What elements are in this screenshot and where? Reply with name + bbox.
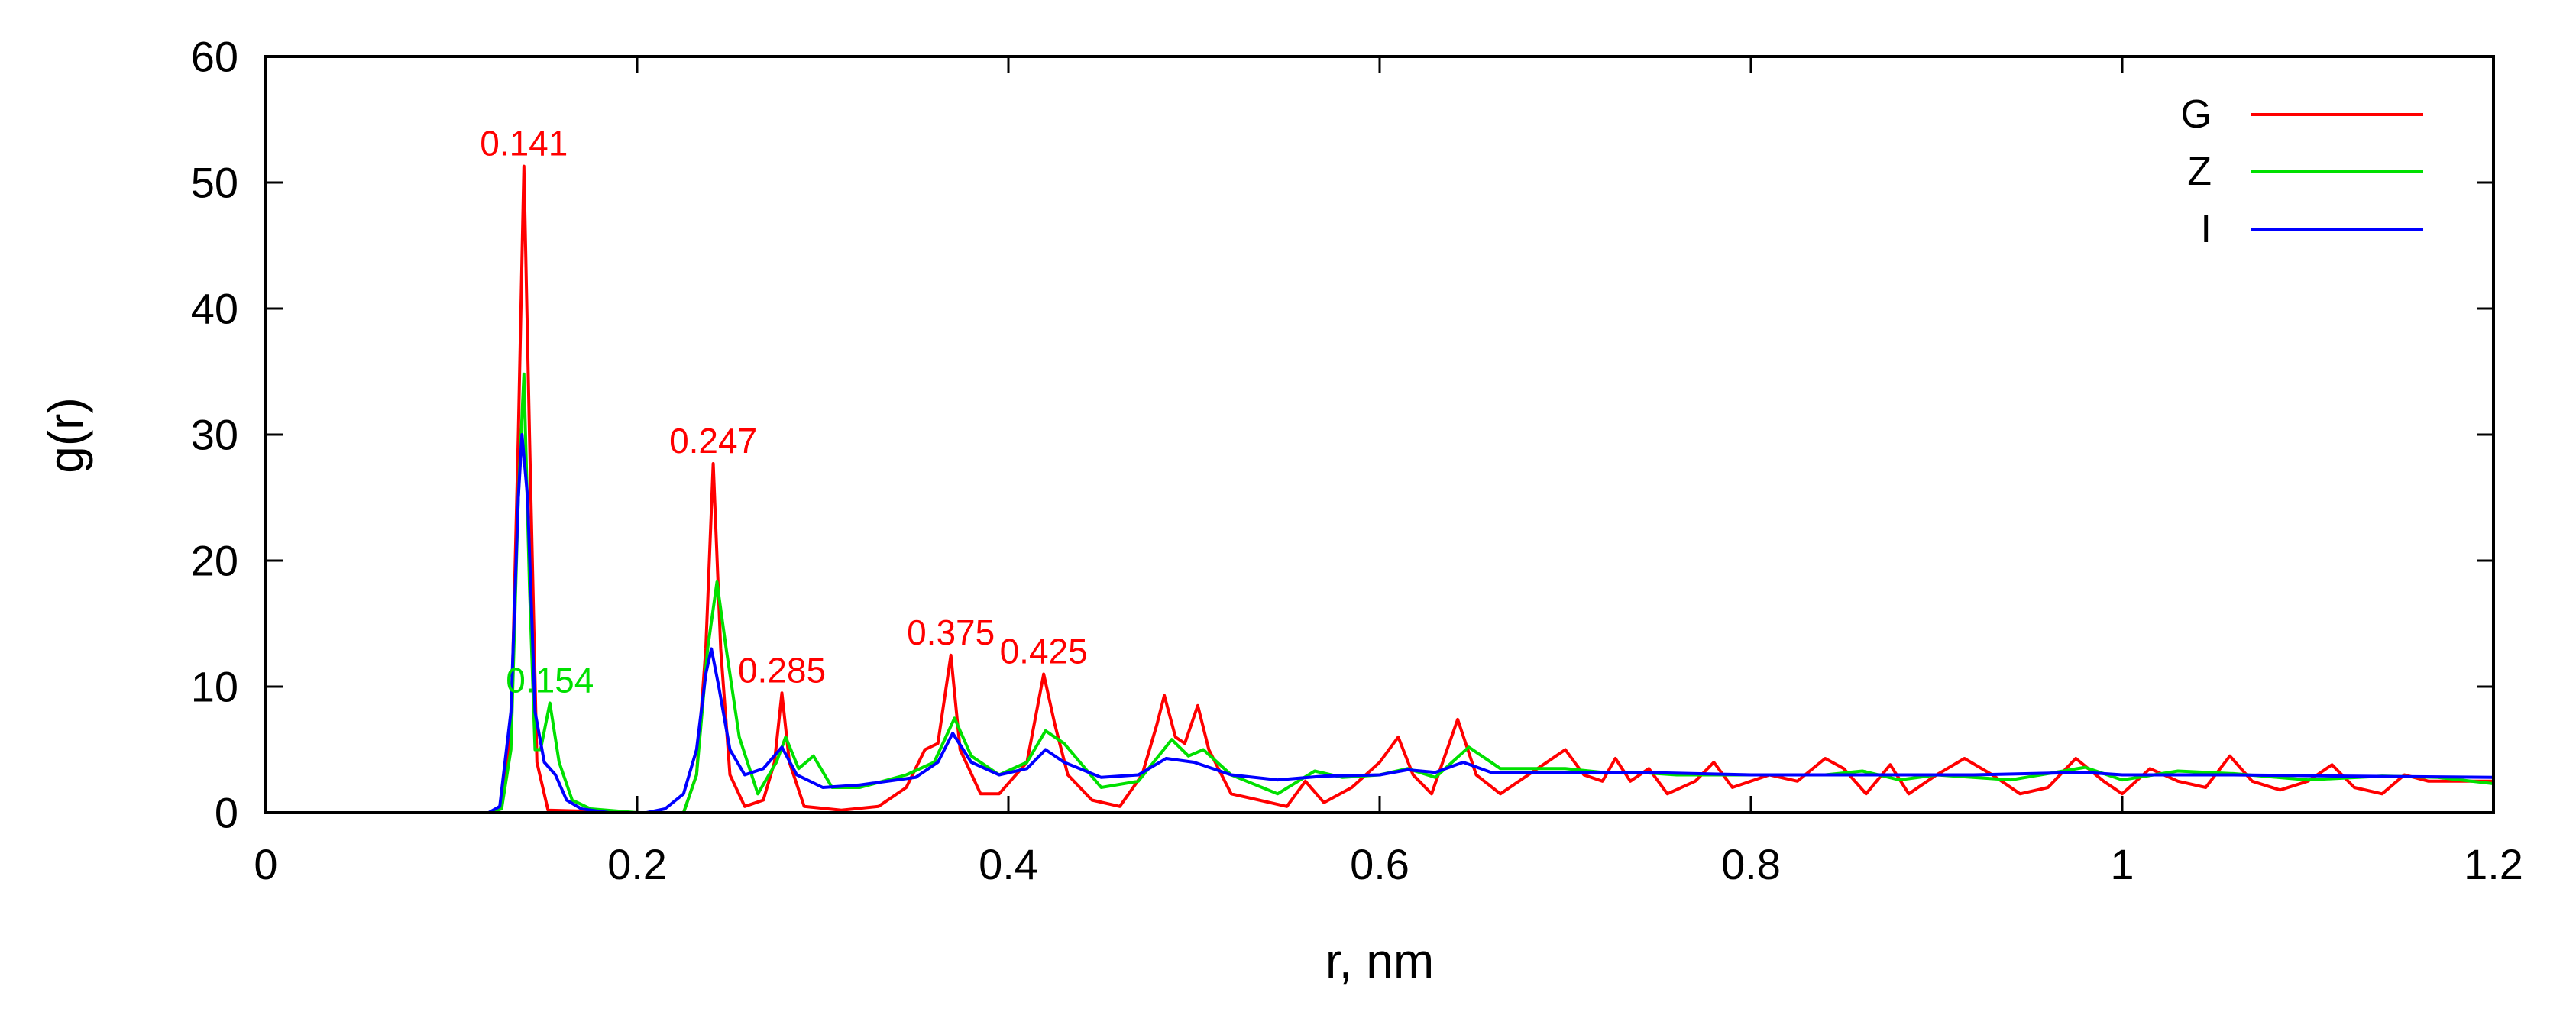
y-tick-labels: 0 10 20 30 40 50 60 (191, 33, 238, 837)
peak-label: 0.247 (669, 421, 757, 461)
x-tick-label: 0 (254, 840, 277, 888)
peak-label: 0.375 (907, 613, 995, 652)
x-tick-label: 0.6 (1350, 840, 1409, 888)
y-tick-label: 60 (191, 33, 238, 81)
x-tick-label: 0.4 (979, 840, 1038, 888)
peak-label: 0.425 (1000, 632, 1088, 671)
legend-label: I (2201, 207, 2212, 251)
legend: GZI (2181, 92, 2423, 251)
series-line-i (266, 433, 2493, 813)
legend-label: G (2181, 92, 2212, 137)
y-tick-label: 20 (191, 537, 238, 585)
x-tick-label: 0.2 (607, 840, 667, 888)
y-tick-label: 0 (215, 789, 238, 837)
x-tick-label: 0.8 (1721, 840, 1781, 888)
x-tick-labels: 0 0.2 0.4 0.6 0.8 1 1.2 (254, 840, 2523, 888)
y-tick-label: 30 (191, 411, 238, 459)
peak-annotations: 0.141 0.154 0.247 0.285 0.375 0.425 (480, 124, 1088, 700)
x-axis-label: r, nm (1325, 933, 1434, 988)
y-tick-label: 10 (191, 663, 238, 711)
plot-frame (264, 55, 2495, 814)
legend-label: Z (2187, 150, 2212, 194)
y-axis-label: g(r) (38, 397, 93, 474)
x-tick-label: 1.2 (2464, 840, 2523, 888)
axis-ticks (266, 57, 2493, 813)
peak-label: 0.285 (738, 650, 826, 690)
series-line-z (266, 372, 2493, 813)
series-lines (266, 164, 2493, 813)
series-line-g (266, 164, 2493, 813)
y-tick-label: 50 (191, 159, 238, 207)
peak-label: 0.154 (506, 660, 594, 700)
x-tick-label: 1 (2110, 840, 2134, 888)
peak-label: 0.141 (480, 124, 568, 163)
y-tick-label: 40 (191, 285, 238, 333)
